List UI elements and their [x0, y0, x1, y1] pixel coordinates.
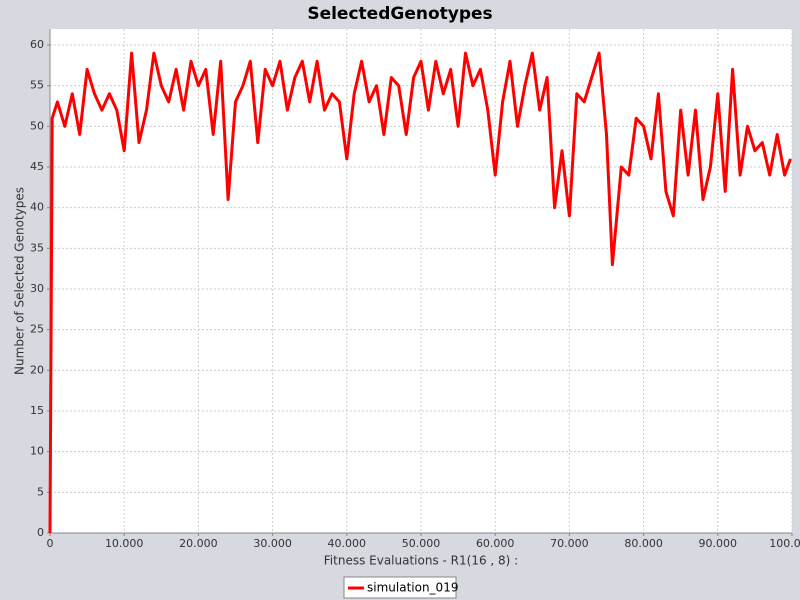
y-tick-label: 35: [30, 241, 44, 254]
data-line: [48, 51, 792, 534]
y-tick-label: 60: [30, 38, 44, 51]
x-tick-label: 50.000: [402, 537, 441, 550]
y-tick-label: 5: [37, 485, 44, 498]
y-tick-label: 20: [30, 363, 44, 376]
x-tick-label: 20.000: [179, 537, 218, 550]
x-tick-label: 0: [47, 537, 54, 550]
x-tick-label: 60.000: [476, 537, 515, 550]
x-tick-label: 100.000: [769, 537, 800, 550]
y-tick-label: 45: [30, 160, 44, 173]
y-tick-label: 50: [30, 119, 44, 132]
y-tick-label: 40: [30, 201, 44, 214]
x-tick-label: 30.000: [253, 537, 292, 550]
y-tick-label: 30: [30, 282, 44, 295]
y-tick-label: 0: [37, 526, 44, 539]
x-tick-label: 80.000: [624, 537, 663, 550]
chart-title: SelectedGenotypes: [307, 4, 492, 24]
x-axis-label: Fitness Evaluations - R1(16 , 8) :: [324, 554, 518, 568]
y-tick-label: 55: [30, 79, 44, 92]
y-tick-label: 15: [30, 404, 44, 417]
x-tick-label: 70.000: [550, 537, 589, 550]
x-tick-label: 10.000: [105, 537, 144, 550]
x-tick-label: 40.000: [328, 537, 367, 550]
legend-label: simulation_019: [367, 581, 458, 595]
y-axis-label: Number of Selected Genotypes: [13, 187, 27, 375]
y-tick-label: 25: [30, 323, 44, 336]
legend: [343, 576, 457, 599]
y-tick-label: 10: [30, 445, 44, 458]
x-tick-label: 90.000: [699, 537, 738, 550]
